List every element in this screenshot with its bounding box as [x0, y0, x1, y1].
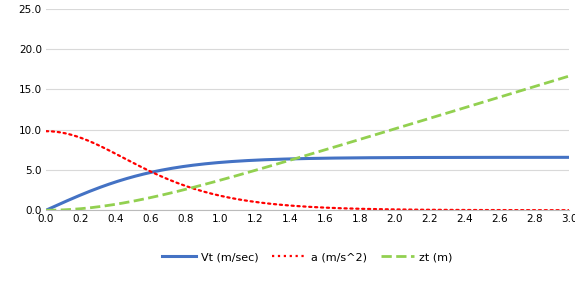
a (m/s^2) — [363, 207, 370, 211]
a (m/s^2) — [566, 208, 573, 212]
a (m/s^2) — [354, 207, 361, 211]
a (m/s^2) — [43, 129, 49, 133]
zt (m) — [43, 208, 49, 212]
Vt (m/sec) — [566, 156, 573, 159]
zt (m) — [354, 138, 361, 142]
Vt (m/sec) — [44, 208, 51, 211]
Vt (m/sec) — [484, 156, 490, 159]
Vt (m/sec) — [517, 156, 524, 159]
Line: a (m/s^2): a (m/s^2) — [46, 131, 569, 210]
zt (m) — [363, 136, 370, 139]
Vt (m/sec) — [352, 156, 359, 160]
Vt (m/sec) — [43, 208, 49, 212]
Vt (m/sec) — [354, 156, 361, 159]
zt (m) — [44, 208, 51, 212]
Line: Vt (m/sec): Vt (m/sec) — [46, 157, 569, 210]
zt (m) — [484, 99, 490, 103]
a (m/s^2) — [44, 129, 51, 133]
zt (m) — [517, 89, 524, 93]
zt (m) — [352, 139, 359, 142]
a (m/s^2) — [517, 208, 524, 212]
Vt (m/sec) — [363, 156, 370, 159]
a (m/s^2) — [484, 208, 490, 212]
zt (m) — [566, 74, 573, 78]
Line: zt (m): zt (m) — [46, 76, 569, 210]
a (m/s^2) — [352, 207, 359, 211]
Legend: Vt (m/sec), a (m/s^2), zt (m): Vt (m/sec), a (m/s^2), zt (m) — [163, 252, 453, 263]
